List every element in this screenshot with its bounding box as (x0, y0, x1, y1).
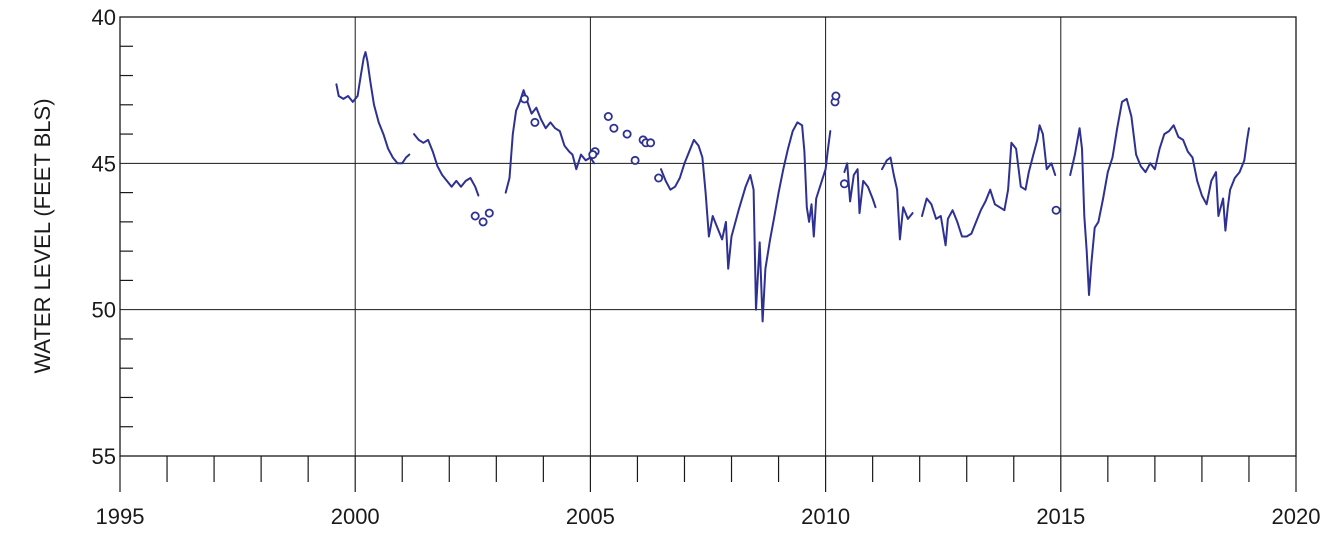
x-tick-label: 2000 (331, 504, 380, 529)
measurement-point (630, 155, 640, 165)
x-tick-label: 2020 (1272, 504, 1321, 529)
series-layer (335, 51, 1250, 323)
measurement-point (839, 179, 849, 189)
y-axis-title: WATER LEVEL (FEET BLS) (30, 98, 55, 373)
measurement-point (530, 117, 540, 127)
measurement-point (603, 112, 613, 122)
x-tick-label: 2010 (801, 504, 850, 529)
y-tick-label: 45 (92, 151, 116, 176)
measurement-point (609, 123, 619, 133)
measurement-point (520, 94, 530, 104)
series-line-segment-8 (1069, 97, 1250, 296)
x-tick-label: 2015 (1036, 504, 1085, 529)
series-line-segment-7 (921, 124, 1057, 247)
gridlines (120, 17, 1296, 456)
x-tick-label: 1995 (96, 504, 145, 529)
plot-border (119, 16, 1297, 457)
measurement-point (478, 217, 488, 227)
y-tick-label: 55 (92, 444, 116, 469)
measurement-point (470, 211, 480, 221)
measurement-point (484, 208, 494, 218)
series-line-segment-6 (881, 156, 914, 241)
measurement-point (646, 138, 656, 148)
x-tick-label: 2005 (566, 504, 615, 529)
tick-labels: 1995 2000 2005 2010 2015 2020 40 45 50 55 (92, 5, 1321, 529)
measurement-point (654, 173, 664, 183)
measurement-point (588, 150, 598, 160)
series-line-segment-3 (504, 89, 596, 194)
y-tick-label: 40 (92, 5, 116, 30)
measurement-point (1051, 205, 1061, 215)
measurement-point (622, 129, 632, 139)
plot-frame (119, 16, 1297, 457)
series-line-segment-1 (335, 51, 411, 165)
axis-ticks (119, 45, 1297, 492)
series-line-segment-4 (660, 121, 832, 323)
measurement-point (831, 91, 841, 101)
y-tick-label: 50 (92, 298, 116, 323)
series-line-segment-2 (413, 133, 480, 197)
